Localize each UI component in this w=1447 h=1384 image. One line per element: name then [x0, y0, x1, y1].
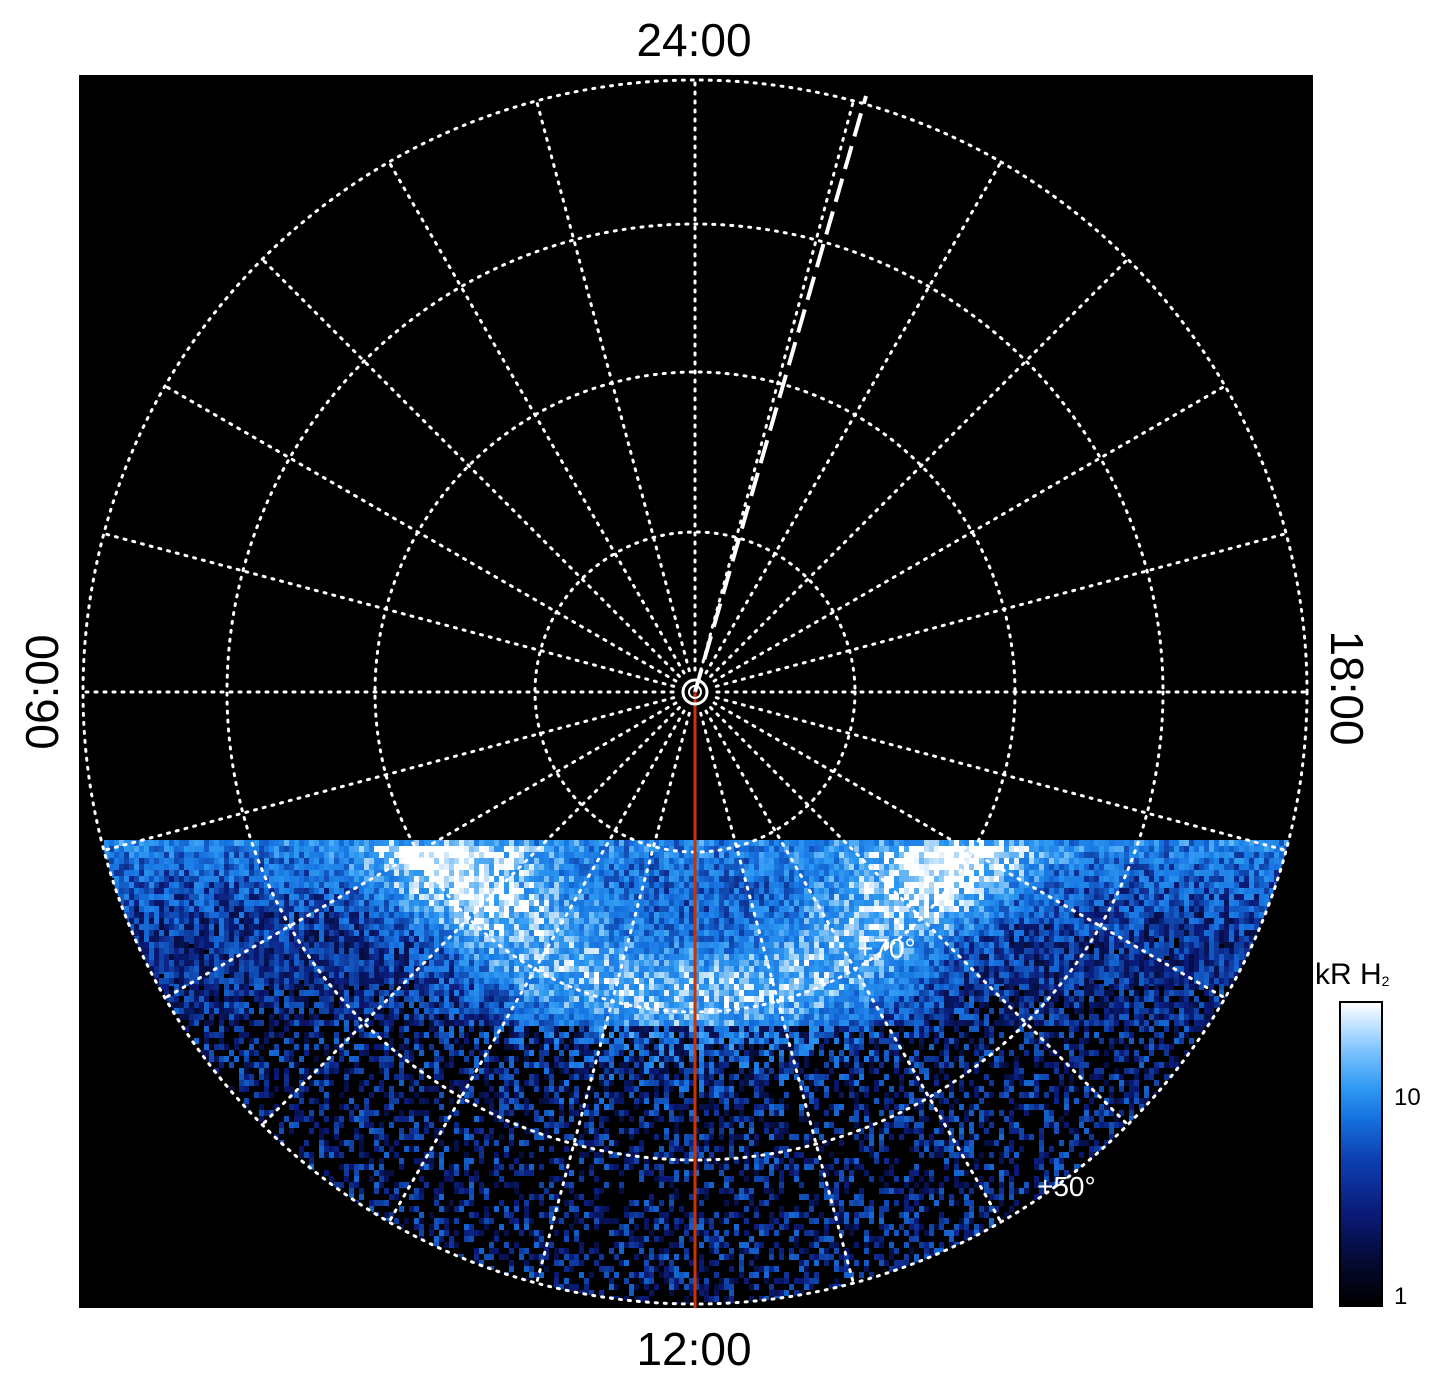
longitude-line: [704, 160, 1003, 675]
longitude-line: [709, 706, 1130, 1127]
longitude-line: [260, 257, 681, 678]
longitude-line: [102, 532, 676, 688]
latitude-label-50: +50°: [1037, 1171, 1096, 1202]
pole-marker-outer: [681, 678, 709, 706]
longitude-line: [709, 257, 1130, 678]
longitude-line: [163, 384, 678, 683]
latitude-label-70: +70°: [857, 933, 916, 964]
latitude-circle: [225, 222, 1165, 1162]
longitude-line: [712, 701, 1227, 1000]
dashed-reference-line: [693, 95, 868, 693]
colorbar-title-subscript: 2: [1381, 973, 1390, 989]
colorbar-tick-10: 10: [1394, 1084, 1421, 1111]
longitude-line: [535, 711, 691, 1285]
longitude-line: [387, 709, 686, 1224]
local-time-label-dawn: 06:00: [16, 634, 68, 750]
longitude-line: [535, 99, 691, 673]
local-time-label-dusk: 18:00: [1321, 630, 1373, 746]
latitude-circle: [81, 78, 1309, 1306]
longitude-line: [704, 709, 1003, 1224]
local-time-label-midnight: 24:00: [636, 14, 752, 66]
longitude-line: [102, 696, 676, 852]
colorbar-title: kR H2: [1315, 958, 1389, 992]
longitude-line: [387, 160, 686, 675]
longitude-line: [714, 696, 1288, 852]
local-time-label-noon: 12:00: [636, 1323, 752, 1375]
colorbar: [1339, 1001, 1383, 1307]
colorbar-tick-1: 1: [1394, 1283, 1408, 1310]
colorbar-title-main: kR H: [1315, 958, 1382, 991]
longitude-line: [699, 711, 855, 1285]
latitude-longitude-grid: [81, 78, 1309, 1306]
longitude-line: [699, 99, 855, 673]
polar-projection-panel: +70° +50°: [79, 75, 1313, 1308]
longitude-line: [260, 706, 681, 1127]
longitude-line: [163, 701, 678, 1000]
longitude-line: [712, 384, 1227, 683]
pole-marker-inner: [688, 685, 702, 699]
polar-projection-svg: +70° +50°: [81, 78, 1309, 1308]
longitude-line: [714, 532, 1288, 688]
